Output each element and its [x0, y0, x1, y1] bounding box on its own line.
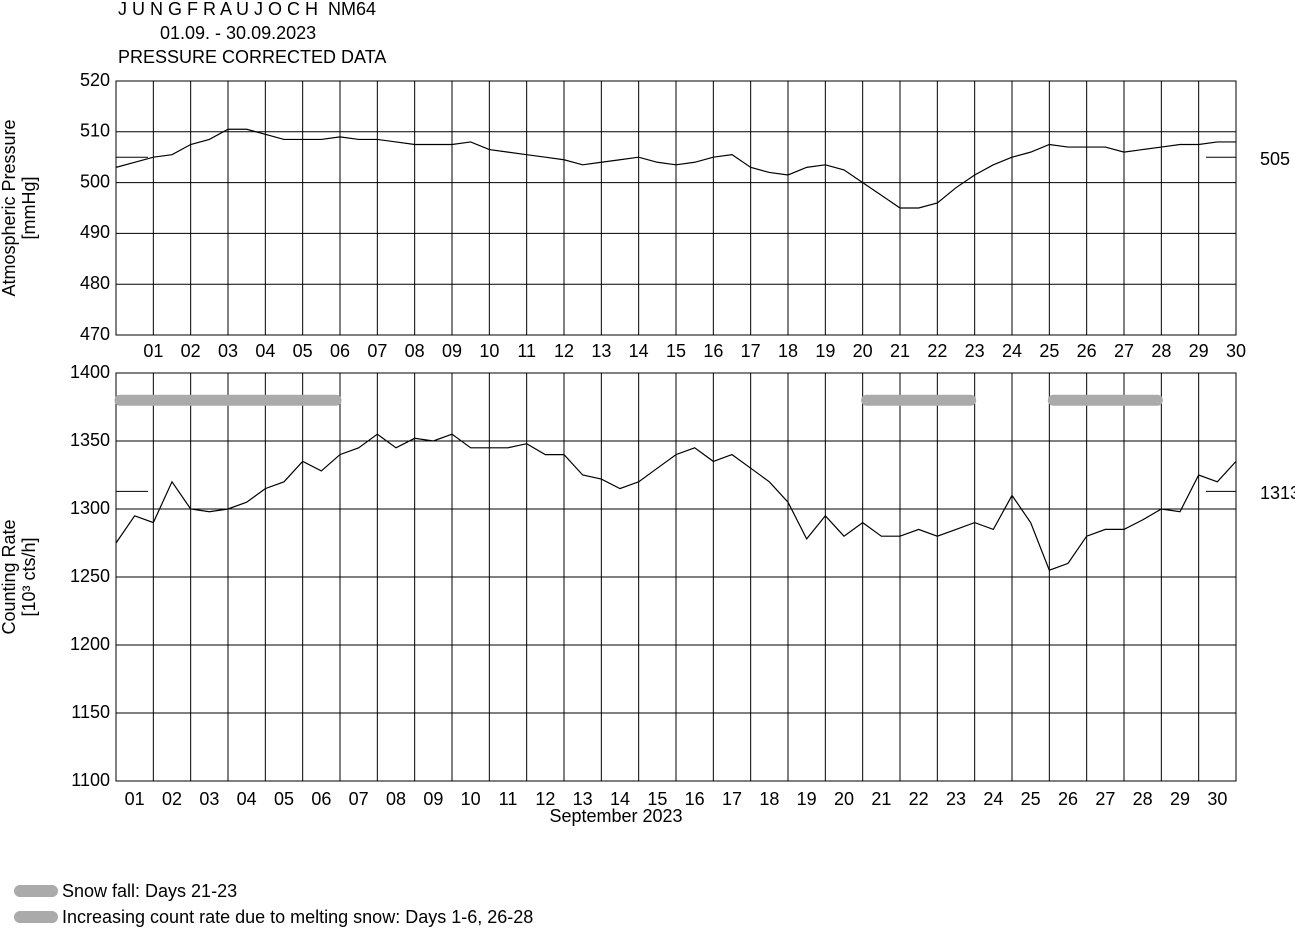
x-tick-label: 10 [461, 789, 481, 809]
x-tick-label: 26 [1058, 789, 1078, 809]
x-tick-label: 03 [218, 341, 238, 361]
x-tick-label: 18 [778, 341, 798, 361]
x-tick-label: 14 [629, 341, 649, 361]
x-tick-label: 01 [125, 789, 145, 809]
x-tick-label: 29 [1170, 789, 1190, 809]
x-tick-label: 11 [517, 341, 536, 361]
x-tick-label: 23 [965, 341, 985, 361]
x-tick-label: 15 [666, 341, 686, 361]
x-tick-label: 22 [909, 789, 929, 809]
x-tick-label: 27 [1114, 341, 1134, 361]
x-tick-label: 29 [1189, 341, 1209, 361]
x-tick-label: 05 [274, 789, 294, 809]
x-tick-label: 28 [1151, 341, 1171, 361]
y-tick-label: 1300 [70, 498, 110, 518]
y-axis-label: [10³ cts/h] [19, 537, 39, 616]
x-tick-label: 25 [1039, 341, 1059, 361]
x-tick-label: 02 [162, 789, 182, 809]
legend-label: Increasing count rate due to melting sno… [62, 907, 533, 927]
x-tick-label: 14 [610, 789, 630, 809]
x-tick-label: 05 [293, 341, 313, 361]
x-tick-label: 28 [1133, 789, 1153, 809]
x-tick-label: 24 [1002, 341, 1022, 361]
reference-label: 1313 [1260, 483, 1295, 503]
x-tick-label: 10 [479, 341, 499, 361]
chart-subtitle: 01.09. - 30.09.2023 [160, 23, 316, 43]
x-tick-label: 17 [722, 789, 742, 809]
y-axis-label: Atmospheric Pressure [0, 119, 19, 296]
x-tick-label: 01 [143, 341, 163, 361]
y-tick-label: 510 [80, 121, 110, 141]
x-tick-label: 04 [255, 341, 275, 361]
x-tick-label: 21 [871, 789, 891, 809]
y-axis-label: [mmHg] [19, 177, 39, 240]
x-tick-label: 30 [1226, 341, 1246, 361]
x-tick-label: 16 [685, 789, 705, 809]
y-tick-label: 500 [80, 171, 110, 191]
x-tick-label: 07 [367, 341, 387, 361]
y-tick-label: 1400 [70, 362, 110, 382]
chart-subtitle: PRESSURE CORRECTED DATA [118, 47, 386, 67]
x-tick-label: 25 [1021, 789, 1041, 809]
x-tick-label: 23 [946, 789, 966, 809]
x-tick-label: 18 [759, 789, 779, 809]
x-tick-label: 22 [927, 341, 947, 361]
y-tick-label: 1200 [70, 634, 110, 654]
x-tick-label: 13 [591, 341, 611, 361]
x-tick-label: 19 [797, 789, 817, 809]
x-tick-label: 30 [1207, 789, 1227, 809]
y-tick-label: 480 [80, 273, 110, 293]
x-tick-label: 03 [199, 789, 219, 809]
x-tick-label: 16 [703, 341, 723, 361]
x-tick-label: 11 [499, 789, 518, 809]
x-tick-label: 06 [330, 341, 350, 361]
y-axis-label: Counting Rate [0, 519, 19, 634]
x-tick-label: 09 [423, 789, 443, 809]
data-line [115, 433, 1237, 571]
data-line [115, 128, 1236, 209]
y-tick-label: 1250 [70, 566, 110, 586]
x-tick-label: 06 [311, 789, 331, 809]
y-tick-label: 1350 [70, 430, 110, 450]
chart-title: J U N G F R A U J O C H NM64 [118, 0, 376, 19]
x-tick-label: 17 [741, 341, 761, 361]
x-axis-label: September 2023 [549, 806, 682, 826]
x-tick-label: 24 [983, 789, 1003, 809]
x-tick-label: 12 [554, 341, 574, 361]
x-tick-label: 04 [237, 789, 257, 809]
x-tick-label: 12 [535, 789, 555, 809]
x-tick-label: 20 [834, 789, 854, 809]
x-tick-label: 27 [1095, 789, 1115, 809]
x-tick-label: 08 [386, 789, 406, 809]
x-tick-label: 08 [405, 341, 425, 361]
x-tick-label: 20 [853, 341, 873, 361]
y-tick-label: 1150 [71, 702, 110, 722]
x-tick-label: 13 [573, 789, 593, 809]
legend-label: Snow fall: Days 21-23 [62, 881, 237, 901]
x-tick-label: 15 [647, 789, 667, 809]
x-tick-label: 07 [349, 789, 369, 809]
y-tick-label: 470 [80, 324, 110, 344]
y-tick-label: 1100 [71, 770, 110, 790]
x-tick-label: 26 [1077, 341, 1097, 361]
y-tick-label: 490 [80, 222, 110, 242]
y-tick-label: 520 [80, 70, 110, 90]
x-tick-label: 19 [815, 341, 835, 361]
x-tick-label: 09 [442, 341, 462, 361]
reference-label: 505 [1260, 149, 1290, 169]
x-tick-label: 02 [181, 341, 201, 361]
x-tick-label: 21 [890, 341, 910, 361]
